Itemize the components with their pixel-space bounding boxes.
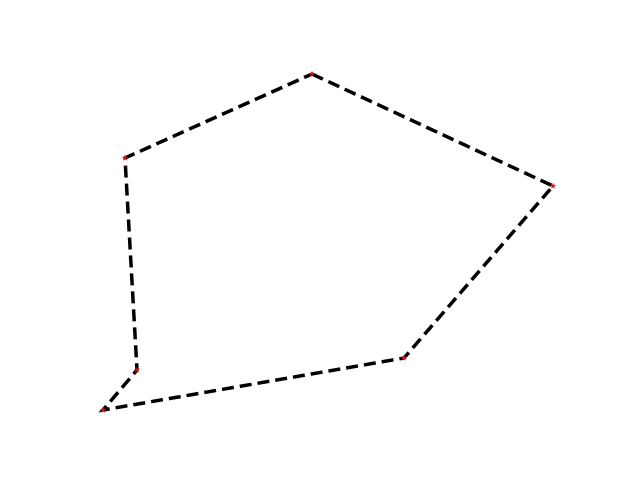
vertex-marker — [121, 154, 129, 161]
vertex-marker — [549, 182, 557, 189]
vertex-markers — [99, 70, 557, 413]
vertex-marker — [99, 406, 107, 413]
vertex-marker — [308, 70, 316, 77]
vertex-marker — [400, 354, 408, 361]
vertex-marker — [133, 366, 141, 373]
